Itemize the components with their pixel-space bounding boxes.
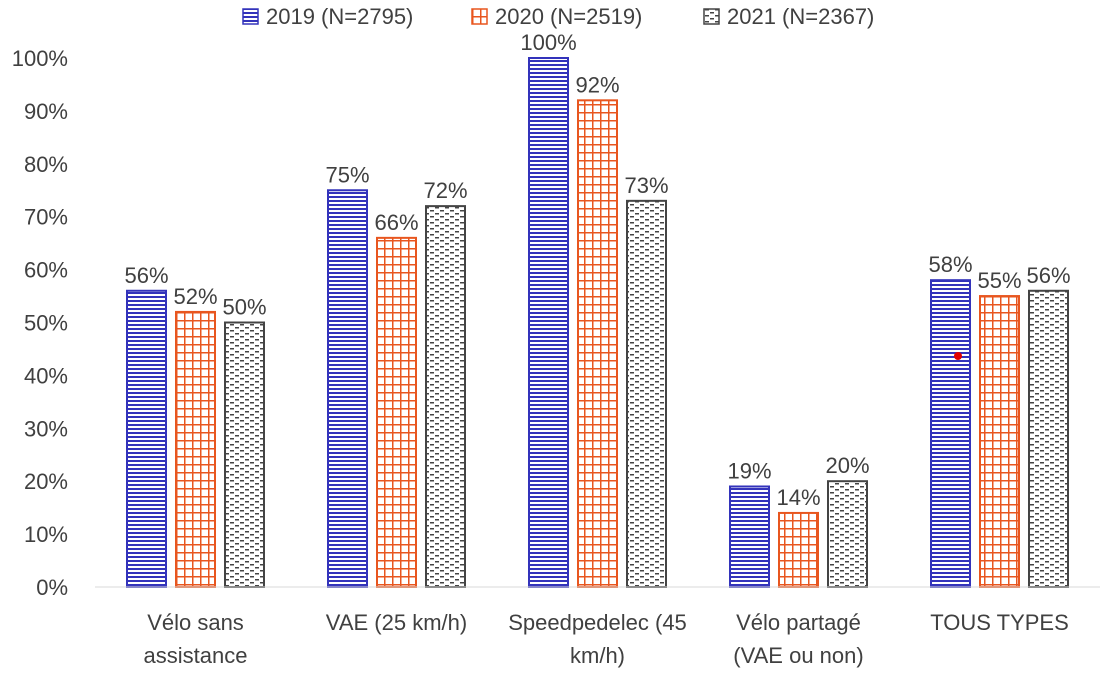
bar-3-3 (626, 199, 667, 589)
red-dot-marker (954, 352, 962, 360)
bar-1-1 (126, 289, 167, 588)
y-tick-label: 90% (24, 99, 68, 124)
data-label: 50% (222, 295, 266, 320)
y-tick-label: 50% (24, 311, 68, 336)
data-label: 19% (727, 458, 771, 483)
category-label: TOUS TYPES (930, 610, 1069, 635)
data-label: 56% (124, 263, 168, 288)
y-tick-label: 30% (24, 416, 68, 441)
data-label: 66% (374, 210, 418, 235)
bar-3-2 (425, 205, 466, 588)
data-label: 55% (977, 268, 1021, 293)
bar-2-2 (376, 236, 417, 589)
data-label: 52% (173, 284, 217, 309)
y-axis: 0% 10% 20% 30% 40% 50% 60% 70% 80% 90% 100% (12, 46, 68, 600)
category-label: km/h) (570, 643, 625, 668)
bars: 56%52% 50%75%66%72%100%92%73%19%14%20%58%… (124, 30, 1071, 589)
category-label: Vélo sans (147, 610, 244, 635)
y-tick-label: 70% (24, 205, 68, 230)
bar-2-4 (778, 511, 819, 588)
legend: 2019 (N=2795) 2020 (N=2519) 2021 (N=2367) (242, 4, 874, 29)
bar-3-1 (224, 321, 265, 588)
data-label: 58% (928, 252, 972, 277)
data-label: 100% (520, 30, 576, 55)
y-tick-label: 100% (12, 46, 68, 71)
y-tick-label: 10% (24, 522, 68, 547)
bar-3-4 (827, 480, 868, 589)
y-tick-label: 40% (24, 363, 68, 388)
legend-label: 2021 (N=2367) (727, 4, 874, 29)
y-tick-label: 60% (24, 258, 68, 283)
data-label: 72% (423, 178, 467, 203)
bar-2-1 (175, 310, 216, 588)
legend-label: 2020 (N=2519) (495, 4, 642, 29)
data-label: 73% (624, 173, 668, 198)
data-label: 20% (825, 453, 869, 478)
bar-2-5 (979, 295, 1020, 588)
category-label: Speedpedelec (45 (508, 610, 687, 635)
category-label: VAE (25 km/h) (326, 610, 467, 635)
legend-label: 2019 (N=2795) (266, 4, 413, 29)
category-label: Vélo partagé (736, 610, 861, 635)
legend-swatch (471, 8, 488, 25)
data-label: 14% (776, 485, 820, 510)
legend-swatch (242, 8, 259, 25)
category-label: (VAE ou non) (733, 643, 863, 668)
y-tick-label: 0% (36, 575, 68, 600)
category-label: assistance (144, 643, 248, 668)
bar-1-3 (528, 57, 569, 588)
bar-1-4 (729, 485, 770, 588)
data-label: 56% (1026, 263, 1070, 288)
y-tick-label: 20% (24, 469, 68, 494)
bar-3-5 (1028, 289, 1069, 588)
x-axis: Vélo sans assistance VAE (25 km/h) Speedped… (95, 586, 1100, 668)
bar-2-3 (577, 99, 618, 588)
bar-1-2 (327, 189, 368, 588)
legend-swatch (703, 8, 720, 25)
y-tick-label: 80% (24, 152, 68, 177)
data-label: 92% (575, 72, 619, 97)
bar-1-5 (930, 279, 971, 588)
data-label: 75% (325, 162, 369, 187)
